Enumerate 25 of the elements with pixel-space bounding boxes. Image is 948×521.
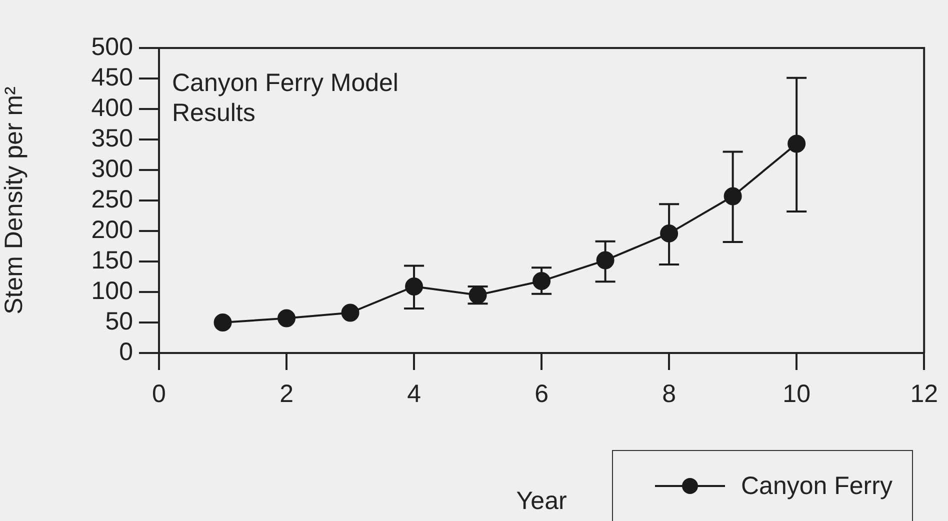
x-axis-title: Year bbox=[516, 486, 567, 515]
y-tick-label: 350 bbox=[91, 124, 133, 152]
x-tick-label: 2 bbox=[280, 380, 294, 408]
x-tick-label: 8 bbox=[662, 380, 676, 408]
y-tick-label: 100 bbox=[91, 276, 133, 305]
x-tick-label: 0 bbox=[152, 380, 166, 408]
x-tick-label: 4 bbox=[407, 380, 422, 408]
y-tick-label: 150 bbox=[91, 246, 133, 274]
point bbox=[341, 304, 360, 322]
y-tick-label: 250 bbox=[91, 185, 133, 214]
y-tick-label: 0 bbox=[119, 338, 133, 366]
y-tick-label: 300 bbox=[91, 154, 133, 183]
y-axis-title: Stem Density per m² bbox=[0, 86, 28, 314]
y-tick-label: 200 bbox=[91, 216, 133, 244]
legend-label: Canyon Ferry bbox=[741, 472, 892, 500]
annotation: Canyon Ferry Model Results bbox=[172, 68, 400, 128]
y-tick-label: 400 bbox=[91, 94, 133, 122]
y-tick-label: 500 bbox=[91, 32, 133, 61]
x-tick-label: 6 bbox=[534, 380, 548, 408]
y-tick-label: 50 bbox=[105, 307, 133, 336]
x-tick-label: 10 bbox=[782, 380, 810, 408]
point bbox=[214, 314, 232, 332]
y-tick-label: 450 bbox=[91, 63, 133, 92]
point bbox=[278, 309, 296, 328]
x-tick-label: 12 bbox=[910, 380, 938, 408]
